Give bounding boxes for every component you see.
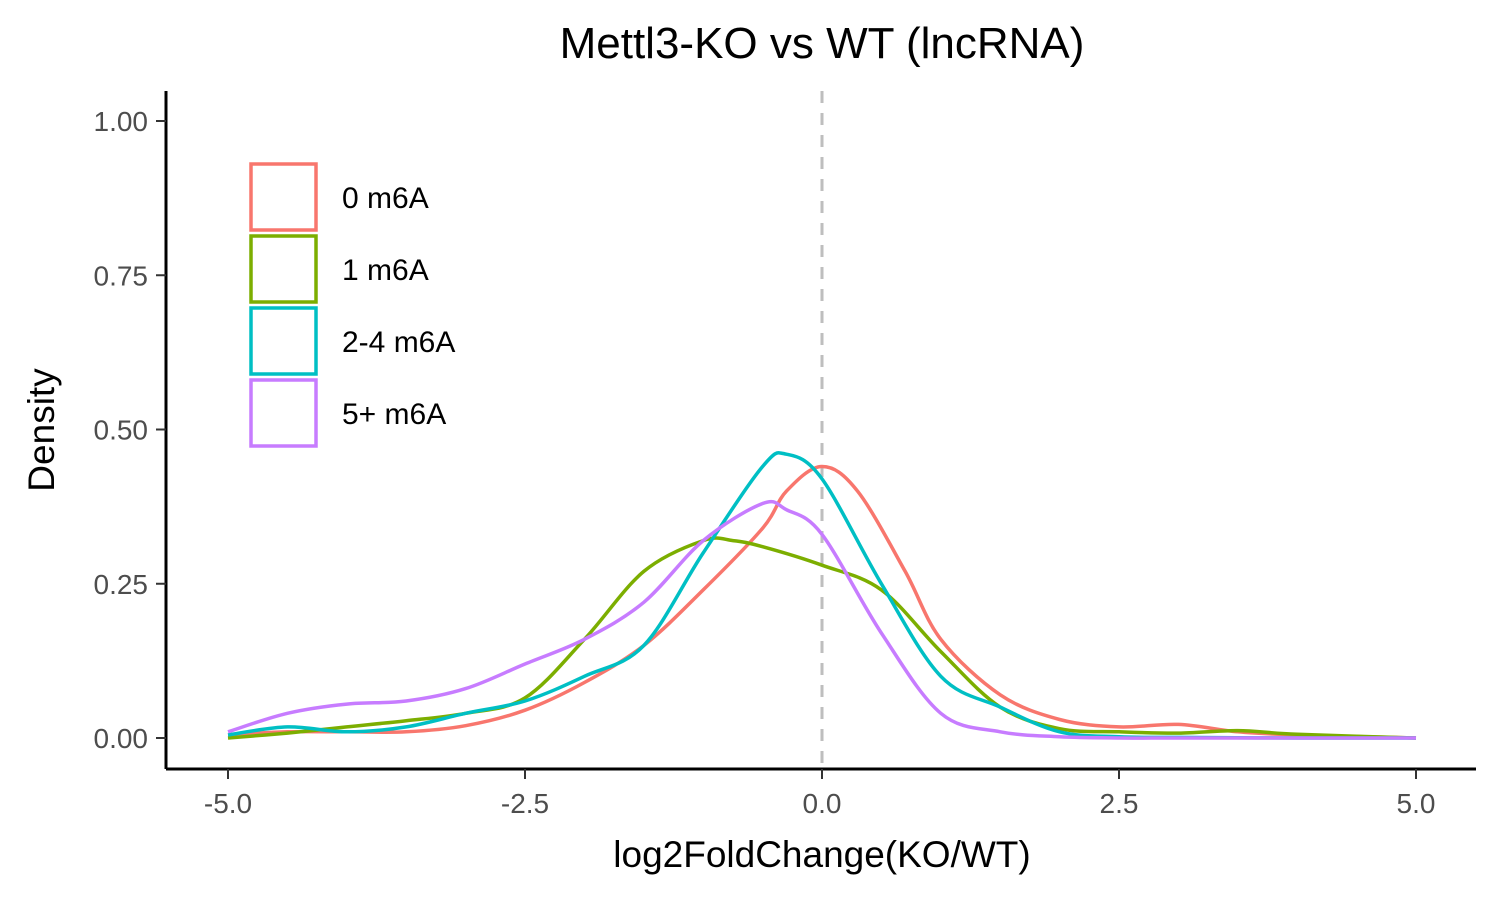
legend-label: 0 m6A — [342, 182, 429, 215]
plot-area — [227, 91, 1417, 769]
density-line-0-m6a — [227, 464, 1417, 740]
y-axis-ticks: 0.00 0.25 0.50 0.75 1.00 — [94, 106, 166, 754]
density-line-5-m6a — [227, 499, 1416, 740]
legend-label: 2-4 m6A — [342, 326, 455, 359]
y-tick-label: 0.25 — [94, 569, 149, 600]
x-tick-label: -2.5 — [501, 788, 549, 819]
chart-title: Mettl3-KO vs WT (lncRNA) — [560, 19, 1085, 68]
y-tick-label: 0.50 — [94, 415, 149, 446]
x-axis-title: log2FoldChange(KO/WT) — [613, 834, 1030, 875]
legend-key — [249, 162, 318, 232]
legend-label: 1 m6A — [342, 254, 429, 287]
x-tick-label: -5.0 — [204, 788, 252, 819]
x-axis-ticks: -5.0 -2.5 0.0 2.5 5.0 — [204, 769, 1436, 819]
x-tick-label: 5.0 — [1397, 788, 1436, 819]
y-axis-title: Density — [21, 368, 62, 492]
y-tick-label: 1.00 — [94, 106, 149, 137]
x-tick-label: 2.5 — [1100, 788, 1139, 819]
legend: 0 m6A 1 m6A 2-4 m6A 5+ m6A — [249, 162, 455, 448]
y-tick-label: 0.75 — [94, 260, 149, 291]
legend-key — [249, 234, 318, 304]
legend-key — [249, 306, 318, 376]
x-tick-label: 0.0 — [803, 788, 842, 819]
density-line-1-m6a — [227, 536, 1417, 740]
y-tick-label: 0.00 — [94, 723, 149, 754]
legend-label: 5+ m6A — [342, 398, 446, 431]
legend-key — [249, 378, 318, 448]
